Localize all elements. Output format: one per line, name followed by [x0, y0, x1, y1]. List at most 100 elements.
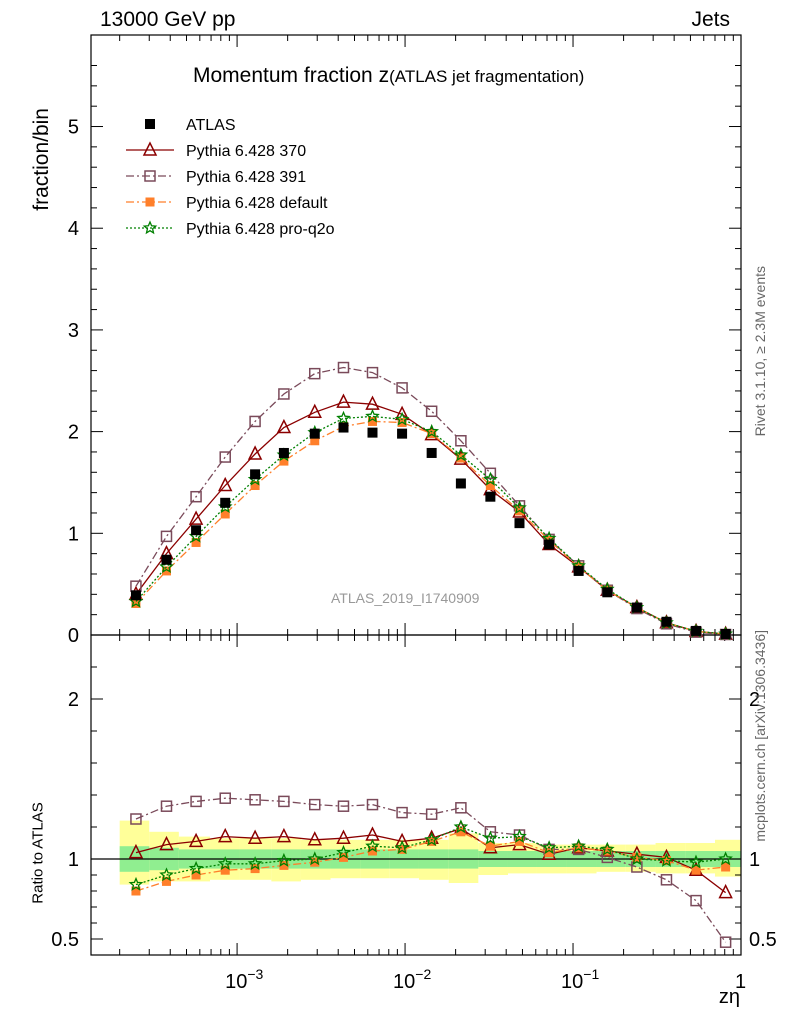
rivet-version-label: Rivet 3.1.10, ≥ 2.3M events — [752, 266, 768, 437]
series-marker-1 — [337, 361, 350, 374]
ratio-marker-3 — [512, 828, 527, 843]
ratio-marker-0 — [128, 843, 144, 859]
series-marker-3 — [365, 408, 380, 423]
ratio-marker-1 — [396, 806, 408, 819]
mcplots-label: mcplots.cern.ch [arXiv:1306.3436] — [752, 630, 768, 842]
series-marker-0 — [188, 510, 204, 525]
ratio-marker-0 — [307, 831, 322, 846]
ratio-marker-3 — [188, 860, 204, 875]
data-marker — [191, 525, 202, 536]
series-marker-1 — [425, 405, 438, 418]
series-marker-1 — [309, 367, 321, 380]
ratio-marker-3 — [159, 867, 174, 882]
y-tick-label-top: 0 — [68, 625, 79, 647]
series-marker-0 — [247, 445, 263, 460]
series-marker-1 — [366, 366, 379, 379]
ratio-marker-0 — [159, 835, 174, 851]
series-marker-0 — [336, 393, 351, 408]
ratio-marker-0 — [247, 829, 263, 844]
y-tick-label-top: 4 — [68, 218, 79, 240]
legend-label-data: ATLAS — [186, 117, 236, 134]
series-marker-1 — [219, 451, 231, 463]
series-marker-3 — [424, 423, 440, 438]
ratio-marker-3 — [424, 832, 440, 847]
ratio-marker-3 — [128, 876, 144, 891]
ratio-line-1 — [135, 797, 727, 943]
series-marker-1 — [190, 490, 202, 503]
data-marker — [161, 554, 172, 565]
ratio-marker-3 — [483, 830, 498, 845]
data-marker — [720, 628, 731, 639]
data-marker — [309, 428, 320, 439]
data-marker — [250, 469, 261, 480]
ratio-marker-3 — [336, 844, 351, 859]
ratio-marker-1 — [455, 802, 467, 814]
ratio-marker-2 — [485, 841, 495, 851]
ratio-marker-1 — [719, 936, 732, 948]
ratio-marker-0 — [365, 826, 380, 841]
ratio-marker-1 — [278, 795, 290, 808]
series-marker-1 — [484, 467, 497, 480]
data-marker — [367, 427, 378, 438]
ratio-marker-3 — [541, 840, 557, 855]
legend-marker-0 — [142, 141, 158, 156]
data-marker — [544, 539, 555, 550]
data-marker — [130, 590, 141, 601]
ratio-marker-0 — [218, 827, 233, 843]
y-tick-label-bottom-right: 1 — [749, 849, 760, 871]
y-tick-label-bottom: 1 — [68, 849, 79, 871]
ratio-marker-1 — [425, 808, 438, 820]
ratio-marker-1 — [309, 798, 321, 811]
y-tick-label-top: 1 — [68, 523, 79, 545]
watermark-label: ATLAS_2019_I1740909 — [331, 590, 480, 606]
data-marker — [573, 565, 584, 576]
ratio-marker-3 — [571, 838, 586, 853]
chart-title-main: Momentum fraction z — [193, 64, 390, 87]
data-marker — [220, 497, 231, 508]
chart-title-sub: (ATLAS jet fragmentation) — [389, 67, 585, 86]
header-left: 13000 GeV pp — [100, 8, 236, 31]
ratio-marker-2 — [691, 865, 701, 875]
ratio-marker-1 — [366, 798, 379, 811]
data-marker — [338, 422, 349, 433]
ratio-marker-3 — [599, 841, 615, 856]
y-axis-label-bottom: Ratio to ATLAS — [29, 802, 47, 904]
ratio-marker-1 — [690, 894, 702, 907]
series-line-2 — [135, 420, 726, 635]
series-line-3 — [135, 415, 726, 635]
ratio-marker-3 — [453, 819, 469, 834]
legend-label-3: Pythia 6.428 pro-q2o — [186, 221, 335, 238]
x-tick-label: 10−1 — [561, 966, 599, 993]
ratio-marker-1 — [130, 813, 142, 825]
series-marker-0 — [365, 395, 380, 410]
legend-label-0: Pythia 6.428 370 — [186, 143, 306, 160]
ratio-marker-1 — [160, 800, 173, 812]
data-marker — [397, 428, 408, 439]
series-marker-0 — [276, 418, 292, 434]
data-marker — [691, 625, 702, 636]
ratio-marker-3 — [247, 856, 263, 871]
series-marker-1 — [455, 435, 467, 447]
ratio-marker-0 — [718, 883, 733, 899]
series-marker-3 — [453, 447, 469, 462]
legend-marker-3 — [142, 220, 158, 235]
x-tick-label: 1 — [735, 971, 746, 993]
ratio-marker-2 — [574, 843, 584, 853]
legend-label-2: Pythia 6.428 default — [186, 195, 328, 212]
ratio-marker-2 — [397, 844, 407, 854]
ratio-line-3 — [135, 826, 726, 886]
series-marker-3 — [159, 559, 174, 574]
series-marker-3 — [394, 411, 410, 426]
ratio-marker-1 — [249, 794, 261, 806]
ratio-marker-2 — [721, 862, 731, 872]
ratio-marker-3 — [718, 851, 733, 866]
y-tick-label-bottom-right: 0.5 — [749, 929, 777, 951]
series-marker-0 — [307, 403, 322, 419]
ratio-marker-2 — [602, 846, 612, 856]
series-marker-1 — [278, 388, 290, 400]
x-axis-label: zη — [718, 986, 740, 1008]
ratio-marker-3 — [394, 840, 410, 855]
ratio-marker-0 — [276, 827, 292, 843]
ratio-marker-0 — [336, 829, 351, 844]
